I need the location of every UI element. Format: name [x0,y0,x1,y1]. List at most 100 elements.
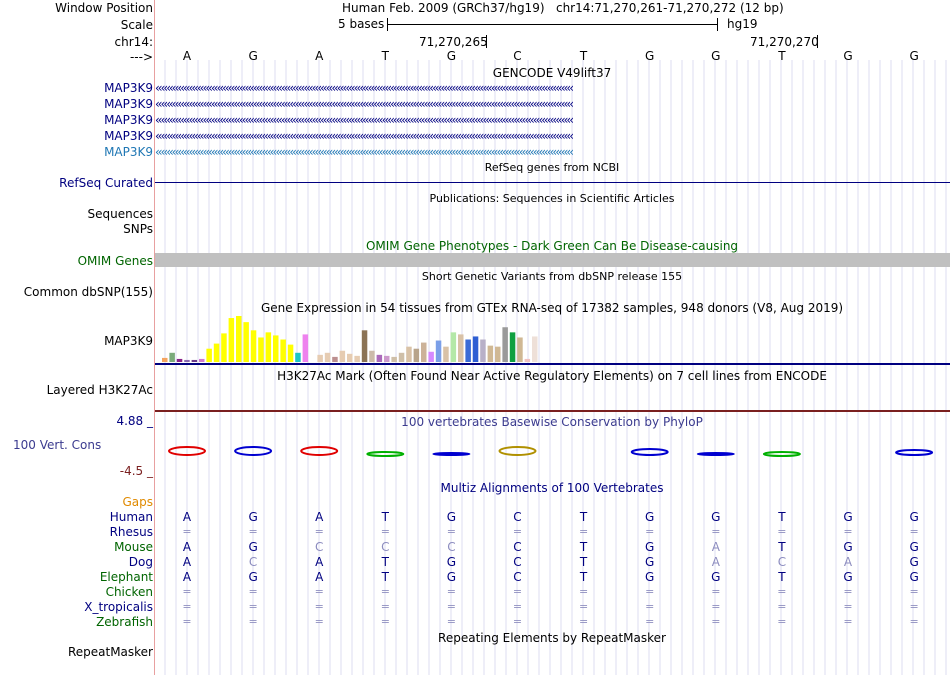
gtex-tissue-bar[interactable] [509,332,516,362]
gtex-tissue-bar[interactable] [332,356,338,362]
gtex-tissue-bar[interactable] [273,335,279,362]
species-label[interactable]: Mouse [114,540,153,554]
gtex-tissue-bar[interactable] [376,354,383,362]
gtex-tissue-bar[interactable] [435,340,442,362]
aligned-base: C [314,540,324,554]
gtex-tissue-bar[interactable] [287,344,294,362]
gtex-tissue-bar[interactable] [502,327,508,362]
phylop-label[interactable]: 100 Vert. Cons [13,438,102,452]
gtex-expression-bars[interactable] [162,315,542,363]
gtex-tissue-bar[interactable] [391,356,397,362]
gtex-tissue-bar[interactable] [295,352,301,362]
aligned-base: = [645,525,655,538]
omim-track-title: OMIM Gene Phenotypes - Dark Green Can Be… [365,239,739,253]
gtex-tissue-bar[interactable] [465,339,471,362]
gtex-tissue-bar[interactable] [443,346,449,362]
gtex-tissue-bar[interactable] [228,318,235,362]
gtex-tissue-bar[interactable] [384,355,390,362]
species-label[interactable]: Human [109,510,153,524]
gencode-transcript[interactable]: ‹‹‹‹‹‹‹‹‹‹‹‹‹‹‹‹‹‹‹‹‹‹‹‹‹‹‹‹‹‹‹‹‹‹‹‹‹‹‹‹… [155,145,574,159]
dna-base: G [909,49,919,63]
gtex-tissue-bar[interactable] [406,346,412,362]
aligned-base: T [778,510,786,524]
gtex-tissue-bar[interactable] [517,337,523,362]
aligned-base: = [645,600,655,613]
gtex-tissue-bar[interactable] [169,352,175,362]
gtex-tissue-bar[interactable] [191,359,198,362]
species-label[interactable]: Chicken [105,585,153,599]
gtex-tissue-bar[interactable] [162,357,168,362]
gtex-tissue-bar[interactable] [487,345,494,362]
aligned-base: = [711,615,721,628]
aligned-base: = [248,525,258,538]
gtex-tissue-bar[interactable] [199,358,205,362]
aligned-base: = [314,600,324,613]
species-label[interactable]: Elephant [99,570,153,584]
repeatmasker-label[interactable]: RepeatMasker [67,645,153,659]
aligned-base: T [579,540,588,554]
gtex-tissue-bar[interactable] [236,316,242,362]
gtex-tissue-bar[interactable] [213,343,220,362]
species-label[interactable]: X_tropicalis [84,600,153,614]
gtex-tissue-bar[interactable] [250,330,257,362]
gtex-tissue-bar[interactable] [532,336,538,362]
omim-label[interactable]: OMIM Genes [77,254,153,268]
gtex-label[interactable]: MAP3K9 [104,334,153,348]
gtex-tissue-bar[interactable] [354,355,360,362]
gtex-tissue-bar[interactable] [347,353,353,362]
gencode-row-label[interactable]: MAP3K9 [104,129,153,143]
species-label[interactable]: Dog [128,555,153,569]
gencode-transcript[interactable]: ‹‹‹‹‹‹‹‹‹‹‹‹‹‹‹‹‹‹‹‹‹‹‹‹‹‹‹‹‹‹‹‹‹‹‹‹‹‹‹‹… [155,129,574,143]
gencode-row-label[interactable]: MAP3K9 [104,81,153,95]
gencode-row-label[interactable]: MAP3K9 [104,97,153,111]
omim-gene-bar[interactable] [155,253,950,267]
gtex-tissue-bar[interactable] [302,334,309,362]
gtex-tissue-bar[interactable] [265,332,272,362]
gtex-tissue-bar[interactable] [369,350,375,362]
dna-base: C [513,49,522,63]
gtex-tissue-bar[interactable] [458,334,464,362]
gtex-tissue-bar[interactable] [524,358,531,362]
gencode-transcript[interactable]: ‹‹‹‹‹‹‹‹‹‹‹‹‹‹‹‹‹‹‹‹‹‹‹‹‹‹‹‹‹‹‹‹‹‹‹‹‹‹‹‹… [155,81,574,95]
gtex-tissue-bar[interactable] [472,336,479,362]
gtex-tissue-bar[interactable] [361,330,368,362]
gtex-tissue-bar[interactable] [413,348,420,362]
gtex-tissue-bar[interactable] [258,337,264,362]
gtex-tissue-bar[interactable] [450,332,457,362]
gencode-row-label[interactable]: MAP3K9 [104,145,153,159]
gencode-transcript[interactable]: ‹‹‹‹‹‹‹‹‹‹‹‹‹‹‹‹‹‹‹‹‹‹‹‹‹‹‹‹‹‹‹‹‹‹‹‹‹‹‹‹… [155,113,574,127]
gtex-tissue-bar[interactable] [324,352,331,362]
species-label[interactable]: Zebrafish [96,615,153,629]
aligned-base: T [579,555,588,569]
h3k27ac-label[interactable]: Layered H3K27Ac [46,383,153,397]
gencode-row-label[interactable]: MAP3K9 [104,113,153,127]
phylop-logo-track[interactable] [155,440,950,462]
gtex-tissue-bar[interactable] [317,354,323,362]
sequences-label[interactable]: Sequences [87,207,153,221]
gtex-tissue-bar[interactable] [206,348,212,362]
gencode-transcript[interactable]: ‹‹‹‹‹‹‹‹‹‹‹‹‹‹‹‹‹‹‹‹‹‹‹‹‹‹‹‹‹‹‹‹‹‹‹‹‹‹‹‹… [155,97,574,111]
refseq-label[interactable]: RefSeq Curated [59,176,153,190]
gtex-tissue-bar[interactable] [495,346,501,362]
gtex-tissue-bar[interactable] [339,350,346,362]
gtex-tissue-bar[interactable] [221,333,227,362]
aligned-base: = [182,585,192,598]
refseq-gene-line[interactable] [155,182,950,183]
aligned-base: = [909,525,919,538]
gtex-tissue-bar[interactable] [398,352,405,362]
gtex-tissue-bar[interactable] [184,359,190,362]
gtex-tissue-bar[interactable] [480,339,486,362]
dbsnp-label[interactable]: Common dbSNP(155) [23,285,153,299]
gtex-tissue-bar[interactable] [280,339,286,362]
aligned-base: C [777,555,787,569]
gtex-tissue-bar[interactable] [243,322,249,362]
aligned-base: G [645,510,655,524]
h3k27ac-baseline [155,410,950,412]
gtex-tissue-bar[interactable] [428,351,434,362]
species-label[interactable]: Rhesus [109,525,153,539]
aligned-base: A [711,555,720,569]
gtex-tissue-bar[interactable] [310,359,316,362]
gtex-tissue-bar[interactable] [176,358,183,362]
gtex-tissue-bar[interactable] [421,342,427,362]
snps-label[interactable]: SNPs [123,222,153,236]
